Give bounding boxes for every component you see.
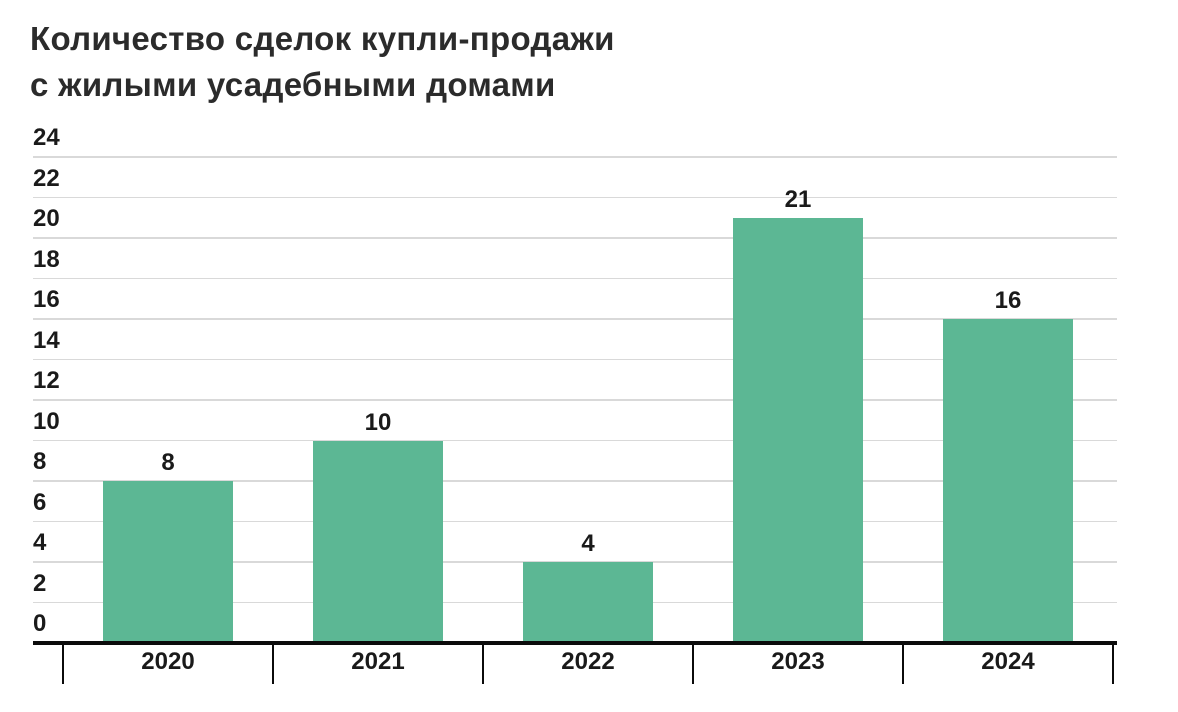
x-axis-label-2020: 2020	[141, 648, 195, 675]
x-axis-label-2022: 2022	[561, 648, 615, 675]
gridline-14	[33, 358, 1117, 360]
gridline-10	[33, 439, 1117, 441]
y-axis-label-2: 2	[33, 569, 47, 597]
bar-value-2024: 16	[994, 287, 1022, 314]
chart-title-line2: с жилыми усадебными домами	[30, 66, 556, 103]
y-axis-label-8: 8	[33, 448, 47, 475]
y-axis-label-22: 22	[33, 164, 60, 192]
y-axis-label-6: 6	[33, 488, 47, 516]
x-axis-label-2023: 2023	[771, 648, 825, 675]
gridline-16	[33, 318, 1117, 320]
x-axis-tick-0	[62, 645, 64, 684]
gridline-4	[33, 561, 1117, 563]
bar-2024	[943, 319, 1073, 641]
x-axis-label-2021: 2021	[351, 648, 405, 675]
y-axis-label-14: 14	[33, 326, 60, 354]
x-axis-tick-4	[902, 645, 904, 684]
x-axis-label-2024: 2024	[981, 648, 1035, 675]
x-axis-tick-3	[692, 645, 694, 684]
y-axis-label-10: 10	[33, 407, 60, 435]
y-axis-label-4: 4	[33, 529, 47, 556]
y-axis-label-24: 24	[33, 124, 60, 151]
bar-value-2023: 21	[784, 185, 812, 213]
bar-value-2022: 4	[581, 530, 595, 557]
bar-value-2021: 10	[364, 408, 392, 436]
x-axis-tick-1	[272, 645, 274, 684]
y-axis-label-20: 20	[33, 205, 60, 232]
bar-2023	[733, 217, 863, 641]
x-axis-tick-5	[1112, 645, 1114, 684]
gridline-24	[33, 156, 1117, 158]
y-axis-label-12: 12	[33, 367, 60, 394]
gridline-18	[33, 277, 1117, 279]
bar-value-2020: 8	[161, 449, 175, 476]
y-axis-label-18: 18	[33, 245, 60, 273]
y-axis-label-0: 0	[33, 610, 47, 637]
chart-title: Количество сделок купли-продажи с жилыми…	[30, 16, 615, 108]
gridline-22	[33, 196, 1117, 198]
gridline-20	[33, 237, 1117, 239]
bar-2022	[523, 562, 653, 641]
gridline-6	[33, 520, 1117, 522]
x-axis-tick-2	[482, 645, 484, 684]
bar-2020	[103, 481, 233, 641]
x-axis-line	[33, 641, 1117, 645]
y-axis-label-16: 16	[33, 286, 60, 313]
gridline-12	[33, 399, 1117, 401]
chart-title-line1: Количество сделок купли-продажи	[30, 20, 615, 57]
bar-2021	[313, 440, 443, 641]
gridline-8	[33, 480, 1117, 482]
